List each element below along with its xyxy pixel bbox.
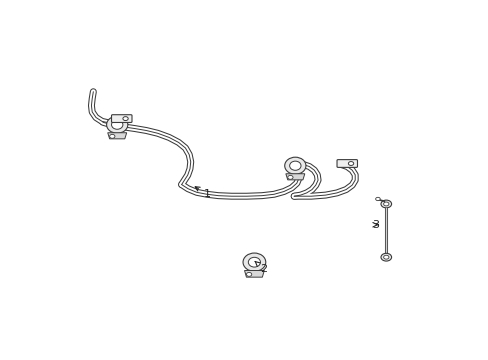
Circle shape	[246, 273, 251, 276]
FancyBboxPatch shape	[336, 159, 357, 167]
Circle shape	[347, 162, 353, 166]
Ellipse shape	[243, 253, 265, 271]
Polygon shape	[244, 270, 264, 277]
Circle shape	[383, 255, 388, 259]
Circle shape	[380, 253, 391, 261]
Ellipse shape	[289, 161, 301, 170]
Ellipse shape	[284, 157, 305, 174]
Text: 1: 1	[195, 187, 210, 199]
Ellipse shape	[248, 257, 260, 267]
Circle shape	[109, 134, 115, 138]
Circle shape	[287, 175, 292, 179]
Ellipse shape	[111, 120, 122, 129]
Ellipse shape	[106, 116, 127, 133]
Text: 3: 3	[371, 220, 378, 230]
Circle shape	[380, 200, 391, 208]
Circle shape	[375, 197, 380, 201]
Circle shape	[383, 202, 388, 206]
Polygon shape	[107, 133, 126, 139]
Text: 2: 2	[255, 261, 267, 274]
Circle shape	[122, 117, 128, 121]
Polygon shape	[285, 174, 304, 180]
FancyBboxPatch shape	[111, 115, 132, 122]
